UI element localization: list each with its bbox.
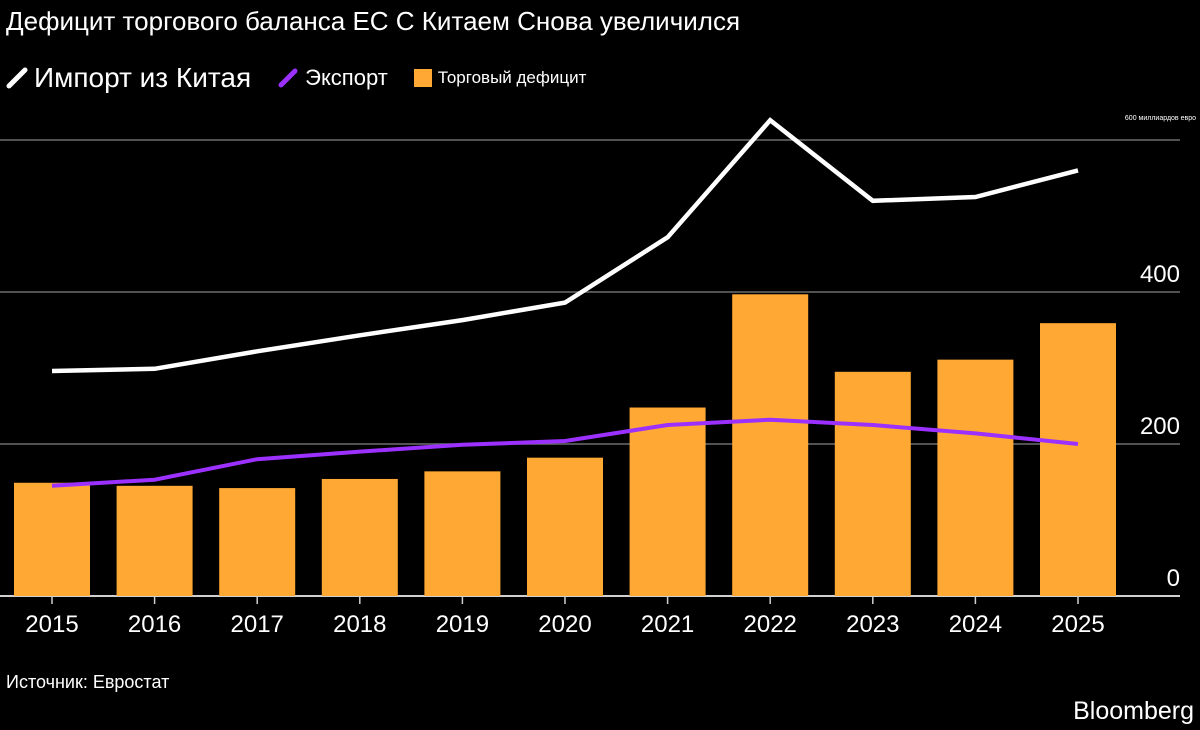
x-tick-label: 2025 bbox=[1051, 611, 1104, 638]
legend-item-deficit: Торговый дефицит bbox=[413, 68, 587, 88]
y-tick-label: 0 bbox=[1167, 565, 1180, 592]
x-tick-label: 2021 bbox=[641, 611, 694, 638]
legend-label-import: Импорт из Китая bbox=[34, 62, 252, 93]
bar-deficit bbox=[424, 471, 501, 596]
x-tick-label: 2022 bbox=[744, 611, 797, 638]
brand-logo: Bloomberg bbox=[1073, 697, 1194, 725]
bar-deficit bbox=[14, 482, 90, 596]
bar-deficit bbox=[937, 359, 1014, 596]
y-tick-label: 400 bbox=[1140, 261, 1180, 288]
legend-label-deficit: Торговый дефицит bbox=[437, 68, 587, 87]
x-tick-label: 2016 bbox=[128, 611, 181, 638]
legend-item-import: Импорт из Китая bbox=[6, 62, 251, 94]
chart-legend: Импорт из Китая Экспорт Торговый дефицит bbox=[6, 62, 612, 94]
bar-deficit bbox=[116, 485, 193, 596]
x-tick-label: 2017 bbox=[231, 611, 284, 638]
line-import bbox=[51, 117, 1079, 374]
bar-deficit bbox=[834, 371, 911, 596]
unit-label: 600 миллиардов евро bbox=[1125, 115, 1196, 122]
bar-deficit bbox=[629, 407, 706, 596]
x-tick-label: 2020 bbox=[538, 611, 591, 638]
line-export bbox=[51, 417, 1079, 488]
legend-label-export: Экспорт bbox=[305, 65, 388, 90]
bar-deficit bbox=[527, 457, 603, 596]
bar-deficit bbox=[1040, 323, 1116, 596]
x-tick-label: 2023 bbox=[846, 611, 899, 638]
bar-deficit bbox=[732, 294, 809, 596]
y-tick-label: 200 bbox=[1140, 413, 1180, 440]
chart-title: Дефицит торгового баланса ЕС С Китаем Сн… bbox=[6, 6, 741, 36]
source-note: Источник: Евростат bbox=[6, 672, 170, 692]
legend-item-export: Экспорт bbox=[277, 65, 388, 91]
x-tick-label: 2019 bbox=[436, 611, 489, 638]
bar-deficit bbox=[219, 488, 296, 596]
x-tick-label: 2024 bbox=[949, 611, 1002, 638]
legend-swatch-export bbox=[278, 68, 298, 88]
legend-swatch-deficit bbox=[413, 69, 432, 87]
bar-deficit bbox=[321, 478, 398, 596]
legend-swatch-import bbox=[6, 67, 28, 89]
x-tick-label: 2018 bbox=[333, 611, 386, 638]
x-tick-label: 2015 bbox=[25, 611, 78, 638]
